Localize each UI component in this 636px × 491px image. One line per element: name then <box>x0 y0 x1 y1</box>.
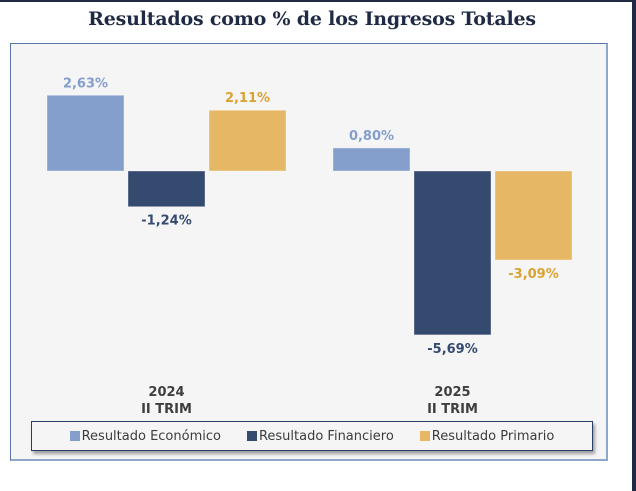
data-label-resultado-primario-2025: -3,09% <box>508 267 559 282</box>
bar-resultado-primario-2024 <box>208 109 287 172</box>
data-label-resultado-financiero-2024: -1,24% <box>141 214 192 229</box>
category-label-period: II TRIM <box>141 402 192 417</box>
bar-resultado-economico-2025 <box>332 147 411 172</box>
legend-item-resultado-financiero: Resultado Financiero <box>246 428 394 444</box>
legend-item-resultado-economico: Resultado Económico <box>69 428 221 444</box>
legend-label: Resultado Financiero <box>258 428 394 444</box>
data-label-resultado-financiero-2025: -5,69% <box>427 342 478 357</box>
legend-swatch-resultado-financiero <box>246 431 257 441</box>
top-border <box>0 0 636 2</box>
bar-resultado-primario-2025 <box>494 170 573 261</box>
bar-resultado-financiero-2025 <box>413 170 492 336</box>
chart-title: Resultados como % de los Ingresos Totale… <box>88 8 536 30</box>
bar-resultado-economico-2024 <box>46 94 125 172</box>
legend-label: Resultado Primario <box>431 428 555 444</box>
legend-swatch-resultado-economico <box>69 431 80 441</box>
category-label-year: 2024 <box>148 385 184 400</box>
category-label-period: II TRIM <box>427 402 478 417</box>
legend-item-resultado-primario: Resultado Primario <box>419 428 555 444</box>
data-label-resultado-economico-2024: 2,63% <box>63 76 108 91</box>
bar-resultado-financiero-2024 <box>127 170 206 208</box>
data-label-resultado-primario-2024: 2,11% <box>225 91 270 106</box>
legend-label: Resultado Económico <box>81 428 221 444</box>
right-border <box>632 0 636 491</box>
chart-legend: Resultado Económico Resultado Financiero… <box>31 421 593 451</box>
category-label-year: 2025 <box>434 385 470 400</box>
legend-swatch-resultado-primario <box>419 431 430 441</box>
data-label-resultado-economico-2025: 0,80% <box>349 129 394 144</box>
